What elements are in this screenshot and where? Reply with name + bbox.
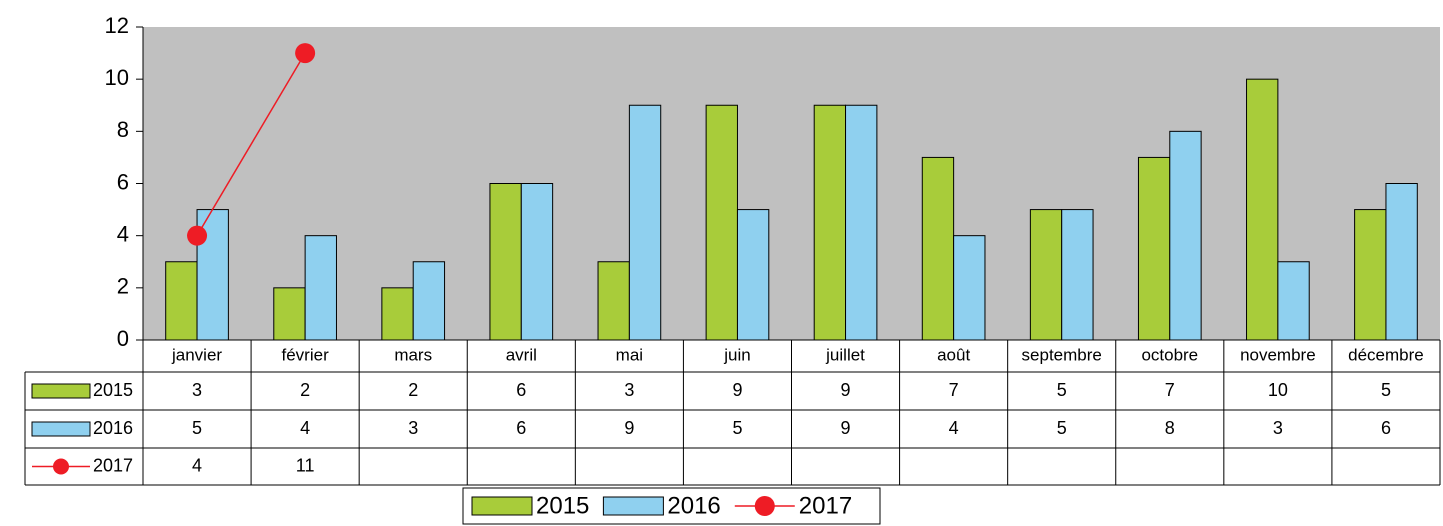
table-value: 4 [192, 455, 202, 475]
x-tick-label: décembre [1348, 345, 1424, 364]
table-value: 9 [624, 418, 634, 438]
bar [1137, 156, 1171, 341]
legend-label: 2017 [799, 492, 852, 519]
y-tick-label: 6 [117, 169, 129, 194]
x-tick-label: mars [394, 345, 432, 364]
table-value: 5 [1057, 380, 1067, 400]
x-tick-label: mai [616, 345, 643, 364]
x-tick-label: novembre [1240, 345, 1316, 364]
table-value: 9 [732, 380, 742, 400]
table-series-name: 2016 [93, 418, 133, 438]
table-value: 5 [732, 418, 742, 438]
bar [412, 261, 446, 341]
x-tick-label: juillet [825, 345, 865, 364]
x-tick-label: juin [723, 345, 750, 364]
table-value: 5 [1381, 380, 1391, 400]
table-value: 4 [949, 418, 959, 438]
bar [921, 156, 955, 341]
legend-label: 2015 [536, 492, 589, 519]
table-value: 7 [949, 380, 959, 400]
bar [196, 209, 229, 341]
bar [489, 183, 522, 341]
line-point [187, 225, 208, 246]
y-tick-label: 0 [117, 326, 129, 351]
bar [597, 261, 630, 341]
table-value: 10 [1268, 380, 1288, 400]
x-tick-label: février [282, 345, 330, 364]
bar [813, 104, 847, 341]
x-tick-label: avril [506, 345, 537, 364]
table-value: 11 [296, 455, 315, 475]
legend-swatch [602, 496, 664, 516]
table-value: 3 [408, 418, 418, 438]
bar [1354, 209, 1387, 341]
plot-area [143, 27, 1440, 340]
legend-marker [53, 458, 69, 475]
legend-swatch [31, 383, 91, 399]
bar [520, 183, 554, 341]
bar [1061, 209, 1094, 341]
legend-swatch [31, 421, 91, 437]
legend-label: 2016 [667, 492, 720, 519]
table-value: 5 [192, 418, 202, 438]
y-tick-label: 4 [117, 221, 129, 246]
bar [736, 209, 770, 341]
table-value: 5 [1057, 418, 1067, 438]
y-tick-label: 10 [105, 65, 129, 90]
line-point [295, 43, 316, 64]
bar [845, 104, 878, 341]
line-series [196, 52, 306, 237]
bar [165, 261, 198, 341]
table-series-name: 2015 [93, 380, 133, 400]
bar [304, 235, 337, 341]
legend-swatch [471, 496, 533, 516]
table-value: 8 [1165, 418, 1175, 438]
y-tick-label: 8 [117, 117, 129, 142]
bar [1385, 183, 1418, 341]
bar [1169, 130, 1202, 341]
bar [705, 104, 738, 341]
table-value: 9 [841, 418, 851, 438]
x-tick-label: août [937, 345, 970, 364]
table-value: 7 [1165, 380, 1175, 400]
bar [953, 235, 986, 341]
table-value: 6 [516, 380, 526, 400]
bar [628, 104, 662, 341]
bar [273, 287, 306, 341]
y-tick-label: 12 [105, 13, 129, 38]
table-value: 6 [516, 418, 526, 438]
table-value: 9 [841, 380, 851, 400]
x-tick-label: octobre [1141, 345, 1198, 364]
table-value: 2 [300, 380, 310, 400]
table-value: 2 [408, 380, 418, 400]
table-value: 3 [624, 380, 634, 400]
table-value: 6 [1381, 418, 1391, 438]
bar [381, 287, 414, 341]
x-tick-label: septembre [1022, 345, 1102, 364]
bar [1277, 261, 1310, 341]
legend-marker [754, 496, 775, 516]
x-tick-label: janvier [171, 345, 222, 364]
table-value: 4 [300, 418, 310, 438]
bar [1029, 209, 1063, 341]
y-tick-label: 2 [117, 274, 129, 299]
bar [1246, 78, 1279, 341]
table-value: 3 [192, 380, 202, 400]
table-series-name: 2017 [93, 455, 133, 475]
table-value: 3 [1273, 418, 1283, 438]
